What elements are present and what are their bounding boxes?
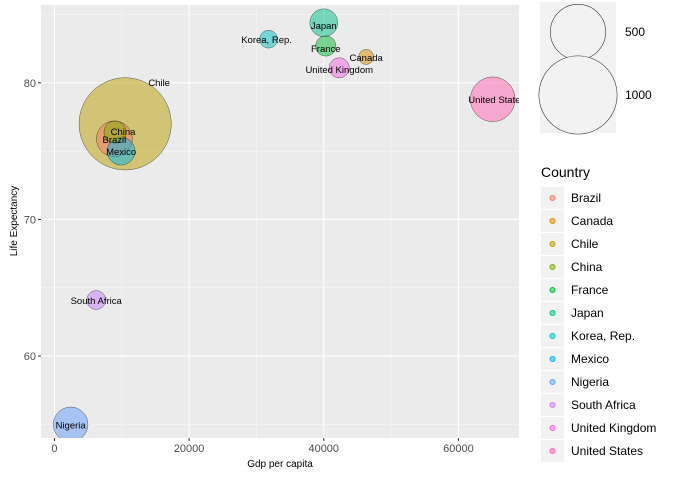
point-labels: Brazil Canada Chile China France Japan Korea, … — [56, 21, 525, 432]
point-label: United States — [468, 95, 525, 106]
point-united-states — [470, 76, 516, 122]
color-legend-label: South Africa — [571, 398, 636, 412]
color-legend-swatch — [549, 424, 556, 432]
color-legend: Brazil Canada Chile China France Japan Korea, … — [541, 187, 656, 462]
size-legend-label: 1000 — [625, 88, 652, 102]
color-legend-label: United States — [571, 444, 643, 458]
color-legend-label: Nigeria — [571, 375, 609, 389]
x-tick-label: 20000 — [174, 443, 205, 455]
point-label: Korea, Rep. — [241, 35, 292, 46]
y-tick-label: 80 — [24, 78, 36, 90]
point-canada — [358, 49, 374, 65]
point-label: France — [311, 44, 341, 55]
color-legend-swatch — [549, 447, 556, 455]
color-legend-swatch — [549, 194, 556, 202]
color-legend-swatch — [549, 286, 556, 294]
color-legend-swatch — [549, 240, 556, 248]
color-legend-swatch — [549, 263, 556, 271]
points-layer — [53, 8, 516, 438]
point-france — [315, 35, 337, 57]
y-axis-title: Life Expectancy — [9, 186, 20, 257]
point-nigeria — [53, 406, 89, 438]
point-united-kingdom — [328, 57, 350, 79]
x-tick-label: 60000 — [443, 443, 474, 455]
point-label: South Africa — [71, 296, 123, 307]
color-legend-label: Korea, Rep. — [571, 329, 635, 343]
point-label: Canada — [350, 53, 384, 64]
point-label: Mexico — [106, 147, 136, 158]
color-legend-swatch — [549, 332, 556, 340]
color-legend-swatch — [549, 378, 556, 386]
point-label: United Kingdom — [305, 65, 373, 76]
color-legend-label: China — [571, 260, 603, 274]
point-korea-rep — [259, 29, 278, 49]
color-legend-label: France — [571, 283, 609, 297]
color-legend-swatch — [549, 355, 556, 363]
size-legend: 500 1000 — [538, 2, 652, 135]
point-south-africa — [86, 290, 106, 310]
color-legend-label: Mexico — [571, 352, 609, 366]
point-china — [103, 120, 127, 144]
x-tick-label: 0 — [51, 443, 57, 455]
color-legend-swatch — [549, 309, 556, 317]
color-legend-label: Brazil — [571, 191, 601, 205]
plot-panel — [41, 5, 519, 438]
color-legend-label: Japan — [571, 306, 604, 320]
point-label: Brazil — [103, 135, 127, 146]
y-tick-label: 70 — [24, 214, 36, 226]
axes: 0 20000 40000 60000 60 70 80 — [24, 78, 474, 455]
size-legend-label: 500 — [625, 25, 645, 39]
point-label: China — [111, 127, 137, 138]
point-label: Japan — [311, 21, 337, 32]
x-axis-title: Gdp per capita — [247, 459, 313, 470]
color-legend-label: Canada — [571, 214, 613, 228]
y-tick-label: 60 — [24, 351, 36, 363]
point-label: Chile — [148, 78, 170, 89]
color-legend-label: Chile — [571, 237, 599, 251]
point-label: Nigeria — [56, 420, 87, 431]
size-legend-circle — [550, 4, 606, 60]
color-legend-title: Country — [541, 164, 590, 180]
color-legend-swatch — [549, 217, 556, 225]
x-tick-label: 40000 — [308, 443, 339, 455]
size-legend-circle — [538, 55, 618, 135]
color-legend-swatch — [549, 401, 556, 409]
color-legend-label: United Kingdom — [571, 421, 656, 435]
